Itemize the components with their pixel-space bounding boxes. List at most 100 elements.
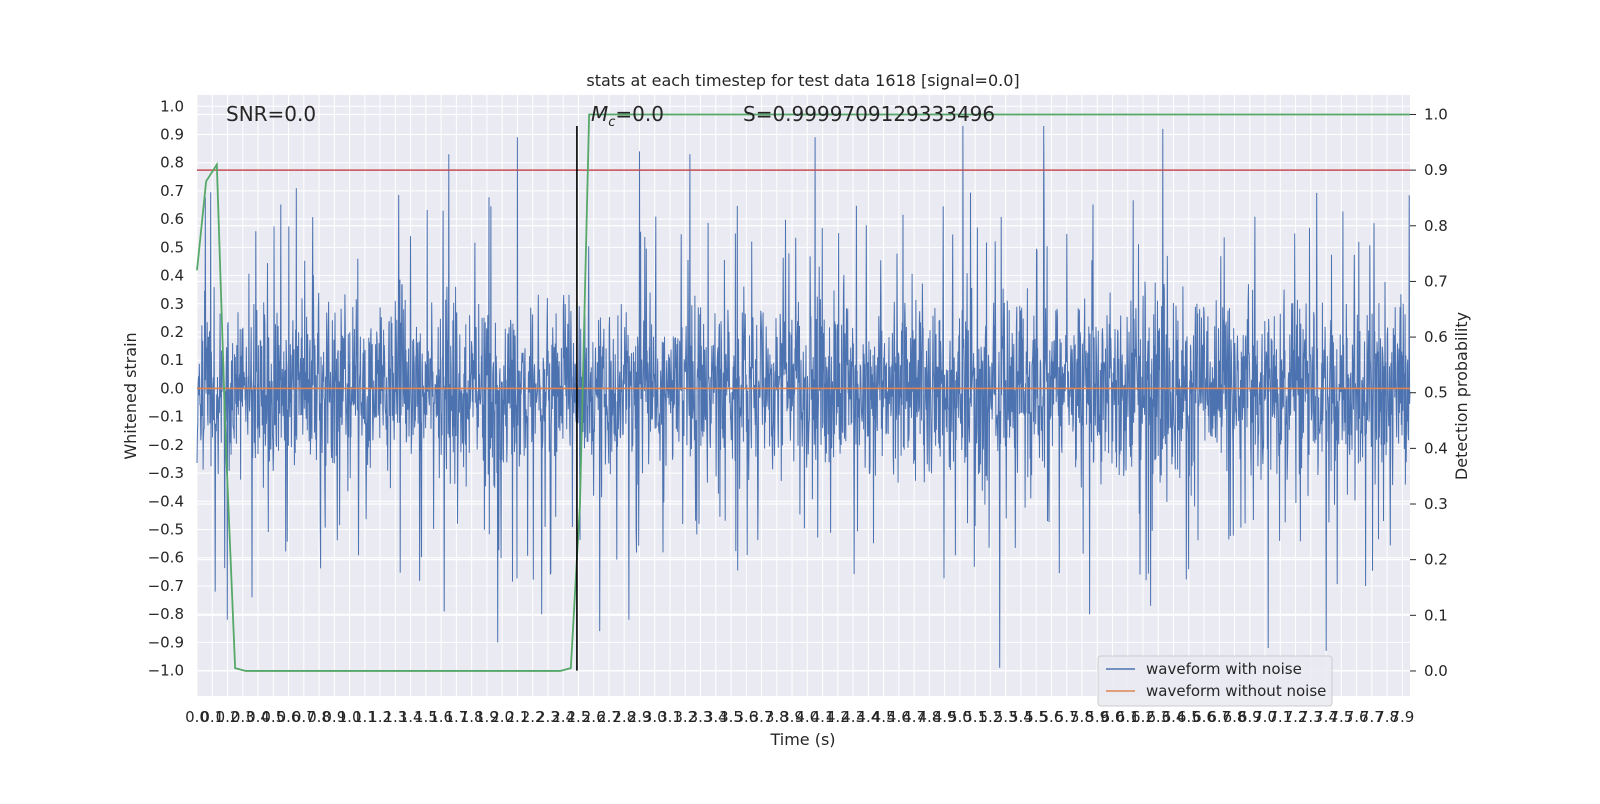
y-tick-label-left: 0.7 [160, 182, 184, 200]
x-tick-label: 2.3 [536, 708, 560, 726]
y-tick-label-left: −0.3 [148, 464, 184, 482]
x-tick-label: 5.1 [963, 708, 987, 726]
x-tick-label: 3.7 [750, 708, 774, 726]
y-axis-label-left: Whitened strain [121, 332, 140, 459]
x-tick-label: 6.6 [1192, 708, 1216, 726]
y-tick-label-right: 0.5 [1424, 384, 1448, 402]
x-tick-label: 0.4 [246, 708, 270, 726]
x-tick-label: 1.1 [353, 708, 377, 726]
x-tick-label: 5.9 [1085, 708, 1109, 726]
y-tick-label-left: −0.8 [148, 605, 184, 623]
x-tick-label: 1.0 [338, 708, 362, 726]
y-tick-label-left: −0.9 [148, 633, 184, 651]
x-tick-label: 7.4 [1314, 708, 1338, 726]
y-tick-label-right: 0.9 [1424, 161, 1448, 179]
x-tick-label: 3.2 [673, 708, 697, 726]
y-tick-label-right: 0.4 [1424, 439, 1448, 457]
score-annotation: S=0.9999709129333496 [743, 102, 995, 126]
x-tick-label: 5.5 [1024, 708, 1048, 726]
y-tick-label-left: 0.9 [160, 126, 184, 144]
y-tick-label-left: 1.0 [160, 97, 184, 115]
x-tick-label: 5.6 [1040, 708, 1064, 726]
x-axis-label: Time (s) [769, 730, 835, 749]
x-tick-label: 3.6 [734, 708, 758, 726]
x-tick-label: 5.4 [1009, 708, 1033, 726]
x-tick-label: 0.9 [322, 708, 346, 726]
y-tick-label-left: −0.1 [148, 408, 184, 426]
x-tick-label: 0.1 [200, 708, 224, 726]
x-tick-label: 7.2 [1284, 708, 1308, 726]
y-tick-label-right: 0.8 [1424, 217, 1448, 235]
x-tick-label: 0.5 [261, 708, 285, 726]
series-detection-probability [196, 113, 1410, 672]
y-tick-label-left: −1.0 [148, 662, 184, 680]
x-tick-label: 6.2 [1131, 708, 1155, 726]
x-tick-label: 2.1 [505, 708, 529, 726]
x-tick-label: 0.3 [231, 708, 255, 726]
x-tick-label: 2.2 [521, 708, 545, 726]
x-tick-label: 2.6 [582, 708, 606, 726]
series-waveform-with-noise [196, 125, 1411, 668]
x-tick-label: 0.0 [185, 708, 209, 726]
x-tick-label: 1.5 [414, 708, 438, 726]
legend-box [1097, 655, 1333, 707]
y-tick-label-left: −0.5 [148, 521, 184, 539]
legend: waveform with noise waveform without noi… [1097, 655, 1333, 707]
y-tick-label-right: 1.0 [1424, 105, 1448, 123]
x-tick-label: 7.5 [1329, 708, 1353, 726]
x-tick-label: 1.8 [460, 708, 484, 726]
x-tick-label: 6.4 [1162, 708, 1186, 726]
x-tick-label: 6.7 [1207, 708, 1231, 726]
y-tick-label-left: 0.4 [160, 267, 184, 285]
x-tick-label: 2.9 [628, 708, 652, 726]
x-tick-label: 6.1 [1116, 708, 1140, 726]
x-tick-label: 3.5 [719, 708, 743, 726]
x-tick-label: 4.8 [917, 708, 941, 726]
legend-label-clean: waveform without noise [1146, 682, 1326, 700]
x-tick-label: 1.2 [368, 708, 392, 726]
x-tick-label: 0.8 [307, 708, 331, 726]
x-tick-label: 4.2 [826, 708, 850, 726]
x-tick-label: 4.0 [795, 708, 819, 726]
x-tick-label: 7.9 [1390, 708, 1414, 726]
x-tick-label: 5.3 [994, 708, 1018, 726]
x-tick-label: 5.2 [978, 708, 1002, 726]
x-tick-label: 1.6 [429, 708, 453, 726]
x-tick-label: 3.3 [689, 708, 713, 726]
x-tick-label: 4.6 [887, 708, 911, 726]
y-tick-label-left: 0.1 [160, 351, 184, 369]
x-tick-label: 2.8 [612, 708, 636, 726]
y-tick-label-left: 0.5 [160, 238, 184, 256]
x-tick-label: 2.4 [551, 708, 575, 726]
y-tick-label-right: 0.7 [1424, 272, 1448, 290]
x-tick-label: 7.6 [1345, 708, 1369, 726]
y-tick-label-left: 0.8 [160, 154, 184, 172]
y-tick-label-right: 0.3 [1424, 495, 1448, 513]
x-tick-label: 2.5 [567, 708, 591, 726]
x-tick-label: 4.1 [811, 708, 835, 726]
x-tick-label: 6.5 [1177, 708, 1201, 726]
y-tick-label-left: 0.2 [160, 323, 184, 341]
x-tick-label: 7.8 [1375, 708, 1399, 726]
chirp-mass-annotation: Mc=0.0 [591, 102, 664, 130]
x-tick-label: 7.0 [1253, 708, 1277, 726]
x-tick-label: 0.7 [292, 708, 316, 726]
x-tick-label: 6.0 [1101, 708, 1125, 726]
x-tick-label: 4.9 [933, 708, 957, 726]
x-tick-label: 4.7 [902, 708, 926, 726]
chart-title: stats at each timestep for test data 161… [586, 71, 1019, 90]
plot-data [196, 113, 1411, 672]
snr-annotation: SNR=0.0 [226, 102, 316, 126]
x-tick-label: 3.4 [704, 708, 728, 726]
y-tick-label-left: −0.6 [148, 549, 184, 567]
y-tick-label-left: 0.3 [160, 295, 184, 313]
x-tick-label: 0.2 [216, 708, 240, 726]
y-tick-label-left: 0.0 [160, 379, 184, 397]
y-tick-label-right: 0.6 [1424, 328, 1448, 346]
x-tick-label: 4.4 [856, 708, 880, 726]
y-tick-label-left: 0.6 [160, 210, 184, 228]
x-tick-label: 6.3 [1146, 708, 1170, 726]
x-tick-label: 0.6 [277, 708, 301, 726]
legend-label-noise: waveform with noise [1146, 660, 1302, 678]
